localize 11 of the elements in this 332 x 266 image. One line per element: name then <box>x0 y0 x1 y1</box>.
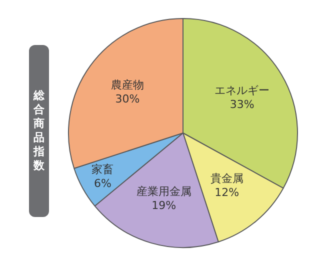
slice-label: 農産物 <box>110 78 144 92</box>
data-label: 19% <box>152 198 176 212</box>
data-label: 12% <box>214 186 240 199</box>
data-label: 30% <box>115 92 140 106</box>
data-label: 33% <box>230 98 254 111</box>
text: 総合商品指数 <box>34 89 44 173</box>
slice-label: エネルギー <box>214 84 270 97</box>
slice-label: 家畜 <box>92 162 114 176</box>
slice-label: 貴金属 <box>210 172 244 185</box>
slice-label: 産業用金属 <box>136 184 192 198</box>
data-label: 6% <box>94 176 112 190</box>
